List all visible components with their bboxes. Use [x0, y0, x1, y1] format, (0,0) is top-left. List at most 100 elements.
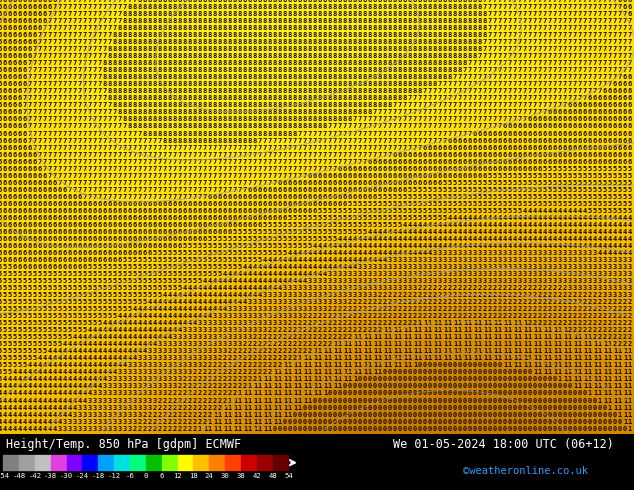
- Text: 4: 4: [288, 264, 292, 270]
- Text: 5: 5: [388, 208, 392, 214]
- Text: 8: 8: [113, 32, 117, 38]
- Text: 7: 7: [528, 25, 532, 31]
- Text: 0: 0: [533, 426, 537, 432]
- Text: 3: 3: [628, 278, 632, 284]
- Text: 4: 4: [98, 384, 102, 390]
- Text: 3: 3: [543, 271, 547, 277]
- Text: 4: 4: [603, 250, 607, 256]
- Text: 0: 0: [368, 426, 372, 432]
- Text: 7: 7: [83, 88, 87, 95]
- Text: 2: 2: [463, 313, 467, 319]
- Text: 4: 4: [568, 236, 572, 242]
- Text: 5: 5: [3, 342, 7, 347]
- Text: 1: 1: [603, 369, 607, 375]
- Text: 6: 6: [423, 166, 427, 171]
- Text: 6: 6: [363, 180, 367, 186]
- Text: 3: 3: [108, 405, 112, 411]
- Text: 8: 8: [308, 109, 312, 116]
- Text: 0: 0: [503, 384, 507, 390]
- Text: 8: 8: [358, 46, 362, 52]
- Text: 7: 7: [598, 67, 602, 74]
- Text: 5: 5: [378, 222, 382, 228]
- Text: 7: 7: [253, 151, 257, 158]
- Text: 6: 6: [323, 201, 327, 207]
- Text: 2: 2: [328, 327, 332, 333]
- Text: 6: 6: [78, 236, 82, 242]
- Text: 5: 5: [403, 208, 407, 214]
- Text: 1: 1: [248, 426, 252, 432]
- Text: 3: 3: [283, 306, 287, 312]
- Text: 0: 0: [368, 384, 372, 390]
- Text: 8: 8: [183, 60, 187, 66]
- Text: 5: 5: [348, 208, 352, 214]
- Text: 5: 5: [103, 271, 107, 277]
- Text: 1: 1: [263, 412, 267, 417]
- Text: 6: 6: [588, 102, 592, 108]
- Text: 7: 7: [78, 74, 82, 80]
- Text: 2: 2: [153, 405, 157, 411]
- Text: 5: 5: [428, 215, 432, 221]
- Text: 5: 5: [553, 166, 557, 171]
- Text: 7: 7: [433, 88, 437, 95]
- Text: 8: 8: [343, 0, 347, 3]
- Text: 5: 5: [488, 180, 492, 186]
- Text: 8: 8: [308, 96, 312, 101]
- Text: 5: 5: [533, 180, 537, 186]
- Text: 6: 6: [628, 74, 632, 80]
- Text: 6: 6: [23, 243, 27, 249]
- Text: 8: 8: [203, 25, 207, 31]
- Text: 5: 5: [113, 264, 117, 270]
- Text: 5: 5: [378, 194, 382, 200]
- Text: 5: 5: [163, 271, 167, 277]
- Text: 6: 6: [208, 208, 212, 214]
- Bar: [209, 455, 225, 470]
- Text: 2: 2: [623, 306, 627, 312]
- Text: 7: 7: [138, 187, 142, 193]
- Text: 0: 0: [533, 418, 537, 425]
- Text: 5: 5: [183, 250, 187, 256]
- Text: 6: 6: [358, 180, 362, 186]
- Text: 7: 7: [78, 88, 82, 95]
- Text: 5: 5: [573, 201, 577, 207]
- Text: 4: 4: [478, 243, 482, 249]
- Text: 8: 8: [463, 46, 467, 52]
- Text: 7: 7: [83, 109, 87, 116]
- Text: 7: 7: [258, 172, 262, 179]
- Text: 7: 7: [73, 151, 77, 158]
- Text: 8: 8: [228, 117, 232, 122]
- Text: 8: 8: [378, 25, 382, 31]
- Text: 2: 2: [193, 426, 197, 432]
- Text: 7: 7: [173, 151, 177, 158]
- Text: 6: 6: [478, 130, 482, 137]
- Text: 1: 1: [523, 348, 527, 354]
- Text: 1: 1: [623, 412, 627, 417]
- Text: 8: 8: [423, 46, 427, 52]
- Text: 0: 0: [413, 384, 417, 390]
- Text: 4: 4: [448, 222, 452, 228]
- Text: 1: 1: [363, 369, 367, 375]
- Text: 7: 7: [48, 138, 52, 144]
- Text: 5: 5: [128, 292, 132, 298]
- Text: 7: 7: [343, 138, 347, 144]
- Text: 5: 5: [468, 208, 472, 214]
- Text: 4: 4: [308, 271, 312, 277]
- Text: 8: 8: [268, 39, 272, 45]
- Text: 0: 0: [588, 397, 592, 404]
- Text: 2: 2: [458, 306, 462, 312]
- Text: 0: 0: [603, 405, 607, 411]
- Text: 7: 7: [48, 32, 52, 38]
- Text: 1: 1: [518, 320, 522, 326]
- Text: 6: 6: [188, 222, 192, 228]
- Text: 6: 6: [183, 201, 187, 207]
- Text: 6: 6: [628, 96, 632, 101]
- Text: 0: 0: [383, 369, 387, 375]
- Text: 8: 8: [253, 0, 257, 3]
- Text: 7: 7: [333, 138, 337, 144]
- Text: 7: 7: [558, 102, 562, 108]
- Text: 0: 0: [403, 369, 407, 375]
- Text: 6: 6: [73, 229, 77, 235]
- Text: 7: 7: [273, 159, 277, 165]
- Text: 7: 7: [508, 88, 512, 95]
- Text: 0: 0: [518, 405, 522, 411]
- Text: 6: 6: [228, 194, 232, 200]
